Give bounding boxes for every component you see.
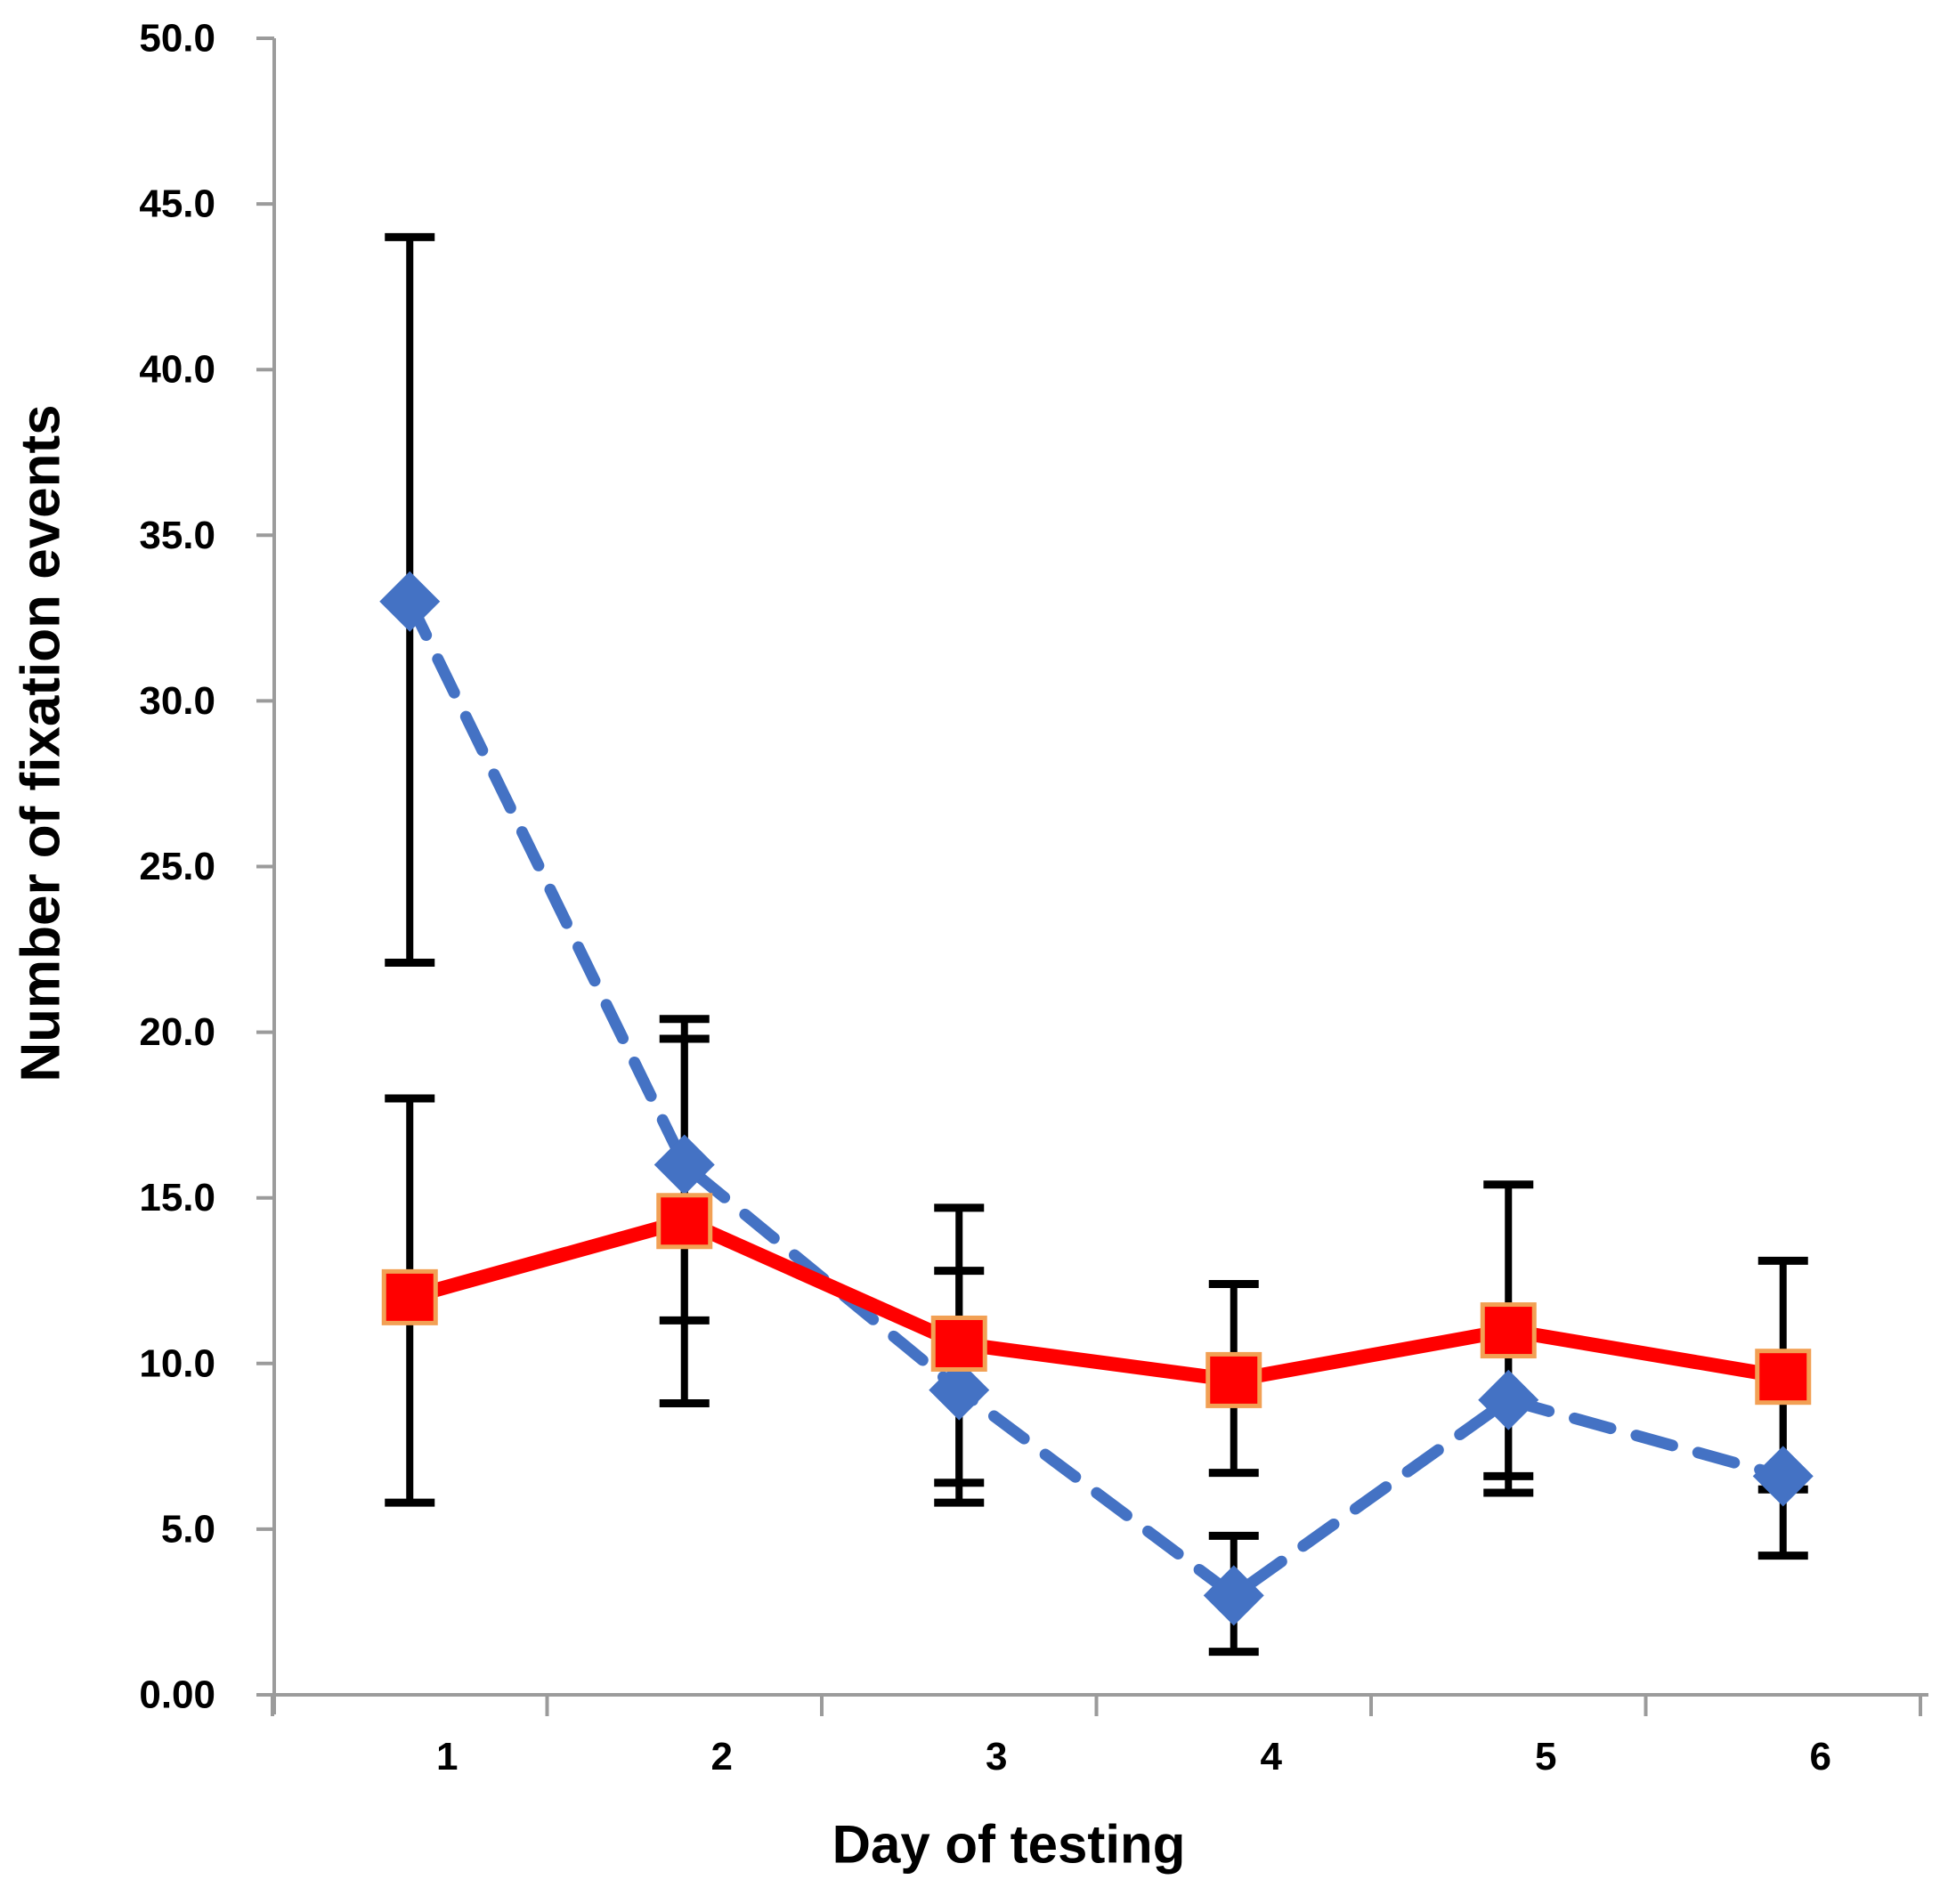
red-square-solid-marker [656, 1193, 713, 1250]
red-square-solid-marker [1480, 1302, 1537, 1359]
x-tick-label: 1 [436, 1735, 458, 1778]
y-tick-label: 20.0 [139, 1010, 215, 1054]
red-square-solid-marker [1205, 1351, 1262, 1408]
x-tick-label: 4 [1261, 1735, 1283, 1778]
blue-diamond-dashed-marker [653, 1134, 715, 1195]
x-tick-label: 3 [986, 1735, 1007, 1778]
y-tick-label: 45.0 [139, 182, 215, 226]
x-axis-title: Day of testing [832, 1814, 1186, 1875]
y-tick-label: 30.0 [139, 679, 215, 723]
x-tick-label: 6 [1810, 1735, 1831, 1778]
y-tick-label: 10.0 [139, 1341, 215, 1385]
y-tick-label: 15.0 [139, 1176, 215, 1219]
red-square-solid-line [402, 1213, 1790, 1388]
blue-diamond-dashed-line [403, 596, 1790, 1601]
blue-diamond-dashed-marker [379, 571, 441, 632]
y-tick-label: 25.0 [139, 845, 215, 888]
blue-diamond-dashed-marker [1478, 1369, 1539, 1430]
red-square-solid-marker [1755, 1349, 1812, 1406]
x-tick-label: 5 [1535, 1735, 1556, 1778]
y-tick-label: 50.0 [139, 17, 215, 61]
y-axis-title: Number of fixation events [10, 404, 72, 1082]
blue-diamond-dashed-marker [1752, 1446, 1814, 1507]
x-tick-label: 2 [711, 1735, 733, 1778]
blue-diamond-dashed-marker [929, 1359, 990, 1421]
y-tick-label: 35.0 [139, 514, 215, 557]
blue-diamond-dashed-marker [1203, 1565, 1264, 1626]
y-tick-label: 0.00 [139, 1673, 215, 1717]
y-tick-label: 40.0 [139, 348, 215, 392]
y-tick-label: 5.0 [161, 1507, 215, 1551]
red-square-solid-marker [381, 1268, 438, 1325]
red-square-solid-marker [930, 1315, 987, 1372]
